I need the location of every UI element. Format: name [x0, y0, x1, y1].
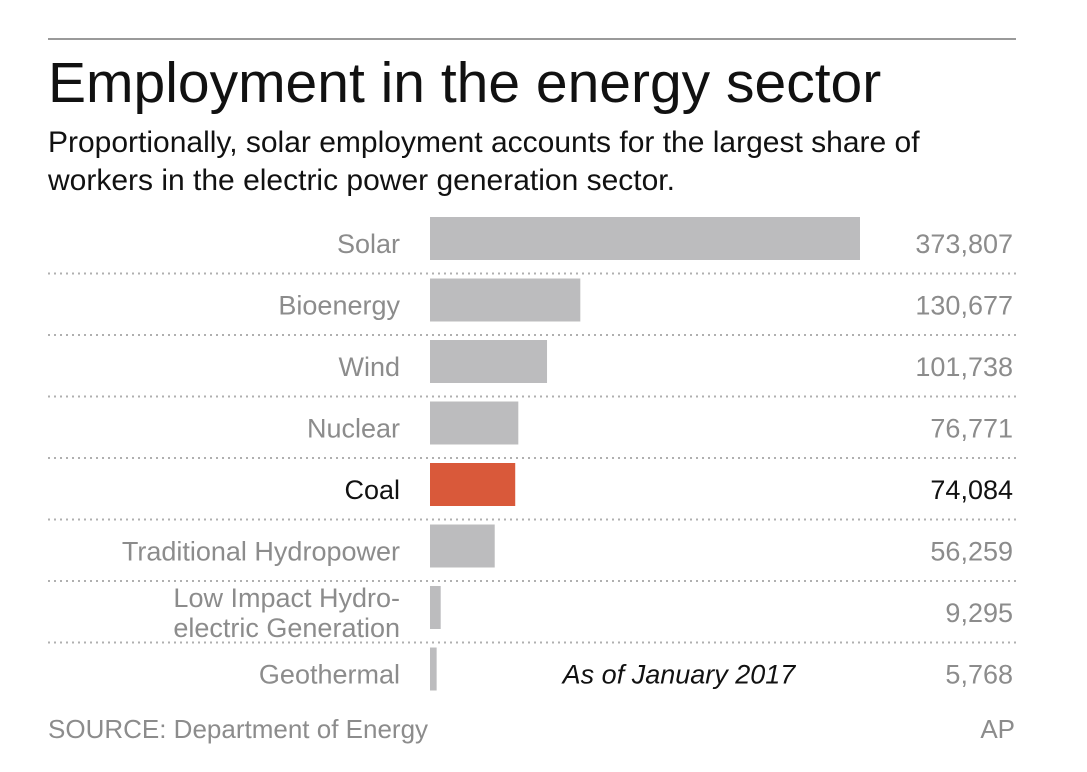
top-rule: [48, 38, 1016, 40]
date-annotation: As of January 2017: [561, 659, 797, 689]
value-label: 101,738: [915, 352, 1013, 382]
category-label: Traditional Hydropower: [122, 536, 400, 566]
category-label: Geothermal: [259, 659, 400, 689]
category-label: Wind: [338, 352, 400, 382]
chart-subtitle: Proportionally, solar employment account…: [48, 126, 920, 197]
bar-5: [430, 524, 495, 568]
credit-label: AP: [980, 714, 1015, 744]
bar-7: [430, 647, 437, 691]
bar-2: [430, 340, 548, 383]
bar-1: [430, 278, 581, 322]
value-label: 5,768: [945, 659, 1013, 689]
bar-0: [430, 217, 860, 260]
value-label: 9,295: [945, 598, 1013, 628]
category-label: Solar: [337, 229, 400, 259]
value-label: 76,771: [930, 413, 1013, 443]
value-label: 373,807: [915, 229, 1013, 259]
bar-3: [430, 401, 519, 445]
chart-title: Employment in the energy sector: [48, 51, 882, 115]
category-label: Low Impact Hydro-: [173, 583, 400, 613]
bar-chart: Solar 373,807 Bioenergy 130,677 Wind 101,738 N…: [48, 217, 1016, 691]
category-label: Nuclear: [307, 413, 400, 443]
value-label: 130,677: [915, 290, 1013, 320]
value-label: 74,084: [930, 475, 1013, 505]
category-label: Coal: [344, 475, 400, 505]
bar-6: [430, 586, 441, 629]
source-note: SOURCE: Department of Energy: [48, 714, 429, 744]
category-label: Bioenergy: [278, 290, 400, 320]
category-label: electric Generation: [173, 613, 400, 643]
bar-4: [430, 463, 516, 506]
value-label: 56,259: [930, 536, 1013, 566]
